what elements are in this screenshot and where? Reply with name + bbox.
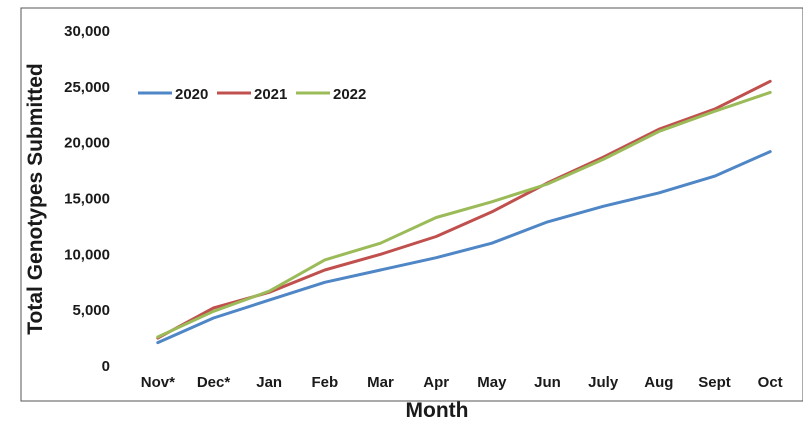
x-tick-label: Sept (698, 374, 731, 391)
y-tick-label: 25,000 (64, 79, 110, 96)
x-tick-label: Jan (256, 374, 282, 391)
y-tick-label: 20,000 (64, 135, 110, 152)
y-tick-label: 10,000 (64, 246, 110, 263)
x-tick-label: Oct (758, 374, 783, 391)
x-tick-label: July (588, 374, 619, 391)
series-line-2020 (156, 150, 772, 345)
y-tick-label: 0 (102, 358, 110, 375)
x-tick-label: Mar (367, 374, 394, 391)
x-axis-title: Month (406, 399, 469, 422)
series-lines (156, 79, 772, 345)
x-tick-label: Apr (423, 374, 449, 391)
legend-label-2021: 2021 (254, 86, 287, 103)
x-tick-label: Feb (311, 374, 338, 391)
legend-label-2022: 2022 (333, 86, 366, 103)
y-axis-ticks: 0 5,000 10,000 15,000 20,000 25,000 30,000 (64, 23, 110, 375)
x-axis-ticks: Nov* Dec* Jan Feb Mar Apr May Jun July Aug Sept Oct (141, 374, 783, 391)
x-tick-label: Aug (644, 374, 673, 391)
y-tick-label: 15,000 (64, 191, 110, 208)
x-tick-label: Dec* (197, 374, 231, 391)
x-tick-label: Nov* (141, 374, 175, 391)
series-line-2022 (156, 90, 772, 339)
y-tick-label: 5,000 (72, 302, 110, 319)
legend-label-2020: 2020 (175, 86, 208, 103)
x-tick-label: May (477, 374, 507, 391)
x-tick-label: Jun (534, 374, 561, 391)
chart-border (20, 7, 803, 402)
legend: 2020 2021 2022 (138, 86, 366, 103)
y-tick-label: 30,000 (64, 23, 110, 40)
y-axis-title: Total Genotypes Submitted (24, 63, 47, 334)
